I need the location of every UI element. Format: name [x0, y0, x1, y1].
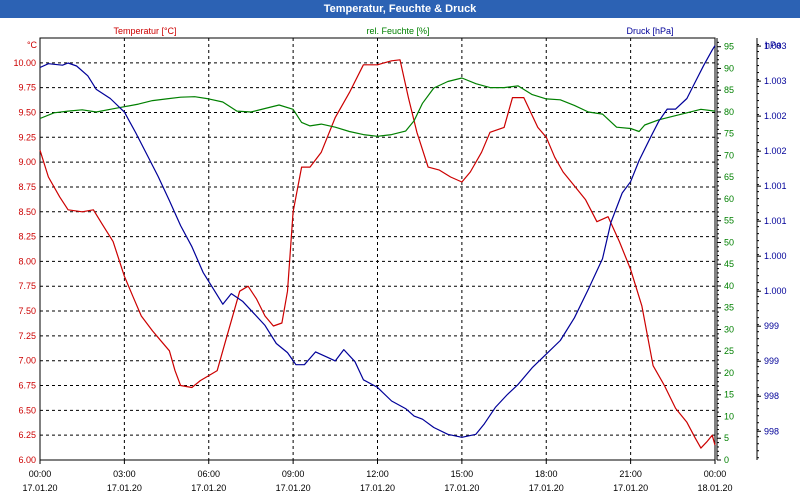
humidity-tick-label: 40: [724, 281, 734, 291]
humidity-tick-label: 85: [724, 85, 734, 95]
temperature-tick-label: 9.50: [18, 107, 36, 117]
temperature-tick-label: 7.25: [18, 331, 36, 341]
pressure-tick-label: 999: [764, 321, 779, 331]
pressure-tick-label: 1.003: [764, 41, 787, 51]
pressure-tick-label: 1.002: [764, 111, 787, 121]
temperature-tick-label: 10.00: [13, 58, 36, 68]
humidity-tick-label: 30: [724, 324, 734, 334]
humidity-tick-label: 45: [724, 259, 734, 269]
humidity-tick-label: 35: [724, 303, 734, 313]
humidity-tick-label: 90: [724, 63, 734, 73]
temperature-tick-label: 7.00: [18, 356, 36, 366]
humidity-tick-label: 80: [724, 107, 734, 117]
humidity-tick-label: 50: [724, 237, 734, 247]
x-tick-time-label: 03:00: [113, 469, 136, 479]
temperature-tick-label: 6.00: [18, 455, 36, 465]
pressure-tick-label: 999: [764, 356, 779, 366]
pressure-series-line: [39, 45, 716, 438]
x-tick-time-label: 00:00: [29, 469, 52, 479]
temperature-axis-title: Temperatur [°C]: [113, 26, 176, 36]
pressure-unit-label: hPa: [765, 40, 781, 50]
humidity-tick-label: 65: [724, 172, 734, 182]
temperature-tick-label: 9.25: [18, 132, 36, 142]
humidity-tick-label: 55: [724, 216, 734, 226]
temperature-unit-label: °C: [27, 40, 38, 50]
pressure-tick-label: 1.002: [764, 146, 787, 156]
humidity-tick-label: 75: [724, 129, 734, 139]
temperature-tick-label: 6.50: [18, 405, 36, 415]
temperature-tick-label: 8.50: [18, 207, 36, 217]
x-tick-date-label: 17.01.20: [529, 483, 564, 493]
x-tick-date-label: 17.01.20: [360, 483, 395, 493]
humidity-tick-label: 60: [724, 194, 734, 204]
x-tick-time-label: 21:00: [619, 469, 642, 479]
x-tick-time-label: 12:00: [366, 469, 389, 479]
temperature-tick-label: 6.75: [18, 381, 36, 391]
pressure-axis-title: Druck [hPa]: [626, 26, 673, 36]
humidity-series-line: [39, 77, 716, 137]
pressure-tick-label: 1.003: [764, 76, 787, 86]
x-tick-date-label: 17.01.20: [191, 483, 226, 493]
pressure-tick-label: 1.001: [764, 181, 787, 191]
x-tick-time-label: 09:00: [282, 469, 305, 479]
x-tick-date-label: 17.01.20: [613, 483, 648, 493]
temperature-tick-label: 9.75: [18, 83, 36, 93]
humidity-tick-label: 5: [724, 433, 729, 443]
pressure-tick-label: 1.001: [764, 216, 787, 226]
humidity-tick-label: 15: [724, 390, 734, 400]
x-tick-time-label: 18:00: [535, 469, 558, 479]
x-tick-time-label: 06:00: [197, 469, 220, 479]
x-tick-date-label: 17.01.20: [107, 483, 142, 493]
humidity-tick-label: 25: [724, 346, 734, 356]
pressure-tick-label: 1.000: [764, 286, 787, 296]
humidity-tick-label: 10: [724, 411, 734, 421]
x-tick-date-label: 18.01.20: [697, 483, 732, 493]
x-tick-date-label: 17.01.20: [276, 483, 311, 493]
temperature-tick-label: 7.75: [18, 281, 36, 291]
temperature-tick-label: 8.00: [18, 256, 36, 266]
temperature-tick-label: 8.25: [18, 232, 36, 242]
temperature-tick-label: 7.50: [18, 306, 36, 316]
humidity-tick-label: 95: [724, 42, 734, 52]
temperature-tick-label: 6.25: [18, 430, 36, 440]
x-tick-time-label: 00:00: [704, 469, 727, 479]
chart-title: Temperatur, Feuchte & Druck: [0, 0, 800, 18]
temperature-series-line: [39, 59, 716, 449]
humidity-tick-label: 70: [724, 150, 734, 160]
pressure-tick-label: 998: [764, 426, 779, 436]
humidity-tick-label: 0: [724, 455, 729, 465]
humidity-tick-label: 20: [724, 368, 734, 378]
pressure-tick-label: 998: [764, 391, 779, 401]
humidity-axis-title: rel. Feuchte [%]: [366, 26, 429, 36]
x-tick-date-label: 17.01.20: [22, 483, 57, 493]
temperature-tick-label: 8.75: [18, 182, 36, 192]
x-tick-date-label: 17.01.20: [444, 483, 479, 493]
temperature-tick-label: 9.00: [18, 157, 36, 167]
x-tick-time-label: 15:00: [451, 469, 474, 479]
pressure-tick-label: 1.000: [764, 251, 787, 261]
